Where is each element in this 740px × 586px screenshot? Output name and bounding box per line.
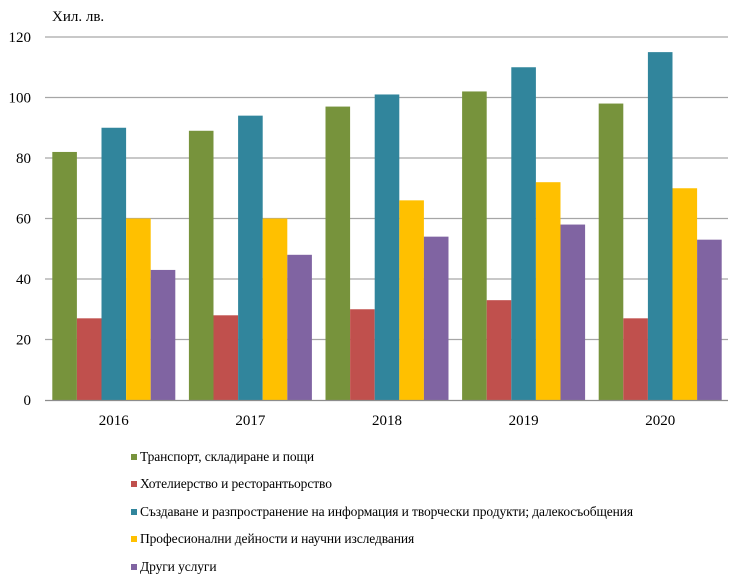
bar — [672, 188, 698, 400]
y-tick-label: 20 — [16, 333, 31, 349]
bar — [399, 200, 424, 400]
legend-marker — [131, 508, 137, 515]
series-3 — [101, 52, 673, 401]
bar — [188, 130, 214, 400]
legend: Транспорт, складиране и пощи Хотелиерство… — [131, 443, 633, 581]
series-4 — [126, 182, 698, 400]
bar — [213, 315, 239, 400]
legend-label: Други услуги — [140, 558, 217, 574]
series-5 — [150, 224, 722, 400]
bar — [325, 106, 351, 400]
series-2 — [76, 300, 648, 400]
legend-item: Транспорт, складиране и пощи — [131, 443, 633, 471]
y-tick-label: 60 — [16, 212, 31, 228]
legend-label: Хотелиерство и ресторантьорство — [140, 476, 332, 492]
legend-marker — [131, 536, 137, 543]
y-tick-label: 100 — [9, 91, 32, 107]
bar — [462, 91, 487, 400]
bar — [374, 94, 400, 400]
bar — [647, 52, 673, 400]
x-tick-label: 2020 — [645, 413, 675, 429]
bars — [52, 52, 722, 401]
legend-item: Създаване и разпространение на информаци… — [131, 498, 633, 526]
y-tick-label: 0 — [24, 393, 32, 409]
legend-label: Транспорт, складиране и пощи — [140, 448, 314, 464]
legend-item: Професионални дейности и научни изследва… — [131, 526, 633, 554]
y-tick-label: 120 — [9, 30, 32, 46]
x-tick-label: 2017 — [235, 413, 266, 429]
x-tick-label: 2018 — [372, 413, 402, 429]
bar — [486, 300, 512, 400]
bar — [126, 218, 151, 400]
bar — [697, 239, 722, 400]
bar — [238, 115, 263, 401]
bar — [560, 224, 586, 400]
legend-marker — [131, 481, 137, 488]
y-tick-label: 40 — [16, 272, 31, 288]
y-tick-label: 80 — [16, 151, 31, 167]
bar — [623, 318, 648, 400]
y-axis-ticks: 0 20 40 60 80 100 120 — [9, 30, 32, 409]
bar — [598, 103, 624, 401]
bar — [150, 269, 176, 400]
legend-item: Други услуги — [131, 553, 633, 581]
legend-label: Създаване и разпространение на информаци… — [140, 503, 634, 519]
legend-marker — [131, 563, 137, 570]
bar — [76, 318, 102, 400]
bar — [350, 309, 375, 400]
legend-marker — [131, 453, 137, 460]
x-axis-ticks: 2016 2017 2018 2019 2020 — [99, 413, 675, 429]
bar — [535, 182, 561, 400]
bar — [262, 218, 288, 400]
series-1 — [52, 91, 624, 401]
bar — [101, 127, 127, 400]
legend-item: Хотелиерство и ресторантьорство — [131, 471, 633, 499]
bar — [52, 151, 77, 400]
bar — [511, 67, 536, 400]
y-axis-title: Хил. лв. — [52, 9, 104, 25]
x-tick-label: 2016 — [99, 413, 130, 429]
bar — [423, 236, 449, 400]
bar — [287, 254, 312, 400]
legend-label: Професионални дейности и научни изследва… — [140, 531, 415, 547]
x-tick-label: 2019 — [509, 413, 539, 429]
